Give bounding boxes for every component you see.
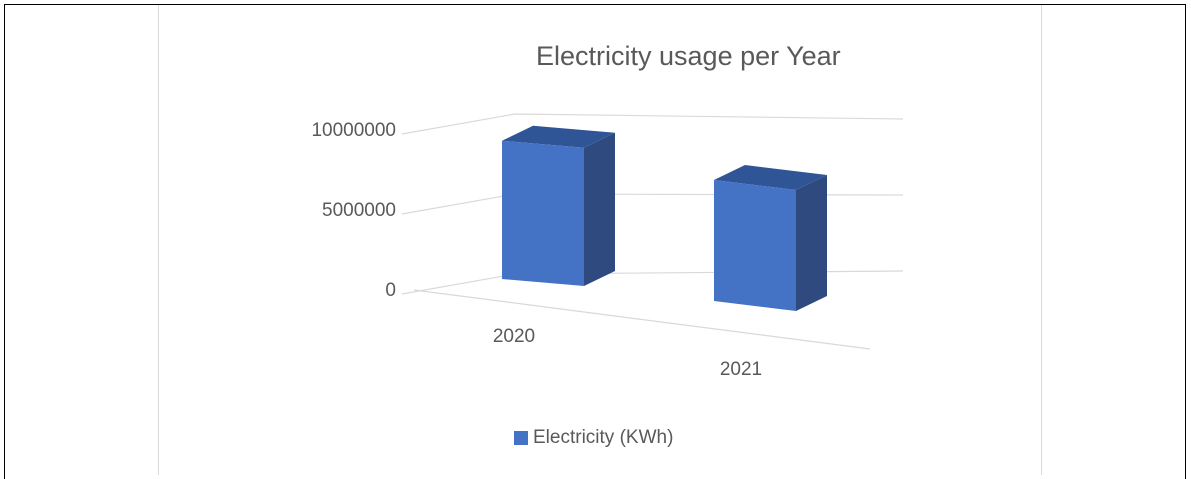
y-tick-label: 10000000 <box>311 120 396 141</box>
bar-top-face <box>502 125 615 148</box>
gridline <box>401 270 904 295</box>
floor-front-edge <box>413 289 871 350</box>
y-tick-label: 5000000 <box>322 200 396 221</box>
y-tick-label: 0 <box>385 280 396 301</box>
chart-title: Electricity usage per Year <box>536 41 841 71</box>
right-divider <box>1041 5 1042 475</box>
legend-swatch <box>514 431 528 445</box>
bar-front-face <box>714 180 796 311</box>
gridline <box>401 113 904 135</box>
bar-front-face <box>502 140 584 286</box>
legend: Electricity (KWh) <box>514 427 673 449</box>
gridline <box>401 193 904 215</box>
bar-top-face <box>714 165 827 191</box>
legend-label: Electricity (KWh) <box>533 427 674 448</box>
bar-side-face <box>584 132 615 286</box>
page-frame <box>4 4 1186 479</box>
x-tick-label: 2021 <box>720 359 762 380</box>
bar-side-face <box>796 175 827 311</box>
x-tick-label: 2020 <box>493 326 535 347</box>
left-divider <box>158 5 159 475</box>
